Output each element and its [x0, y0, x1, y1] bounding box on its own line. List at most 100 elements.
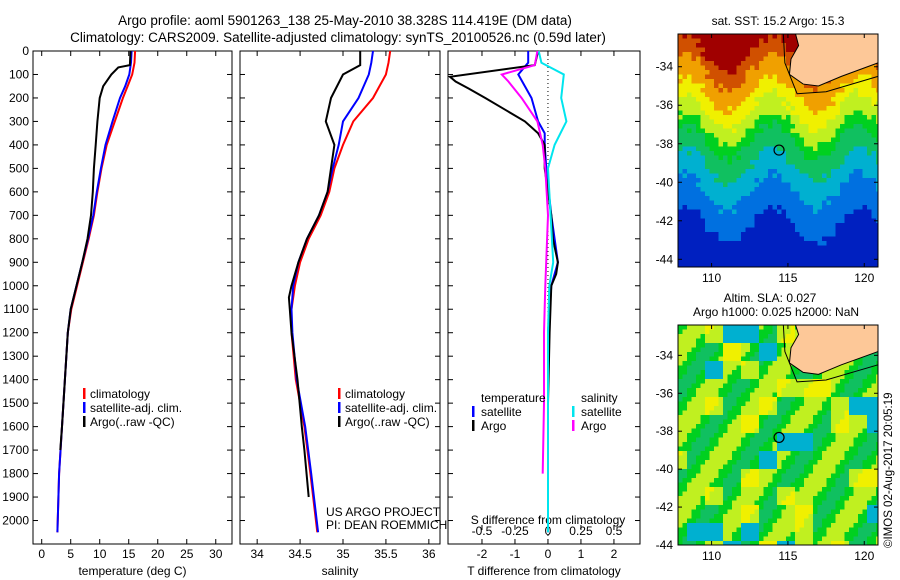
map-cell — [777, 65, 782, 71]
map-cell — [835, 446, 841, 452]
map-cell — [858, 415, 863, 420]
y-tick-label: 100 — [9, 67, 29, 81]
map-cell — [817, 245, 823, 251]
map-cell — [853, 196, 859, 201]
map-cell — [723, 469, 728, 474]
map-cell — [849, 505, 854, 510]
map-cell — [835, 124, 841, 129]
map-cell — [853, 101, 859, 107]
map-cell — [822, 397, 827, 402]
map-cell — [736, 92, 742, 98]
x-tick-label: 10 — [93, 547, 107, 561]
map-cell — [853, 88, 859, 93]
map-cell — [822, 509, 827, 515]
map-cell — [862, 383, 868, 389]
map-cell — [759, 424, 764, 429]
map-cell — [687, 424, 692, 429]
map-cell — [786, 236, 791, 242]
map-cell — [678, 236, 683, 242]
map-cell — [781, 383, 787, 389]
map-cell — [723, 70, 728, 75]
map-cell — [732, 433, 737, 438]
map-cell — [867, 164, 872, 170]
map-cell — [858, 419, 863, 425]
map-cell — [867, 496, 872, 501]
map-cell — [862, 397, 868, 402]
map-cell — [835, 200, 841, 206]
map-cell — [741, 115, 746, 120]
map-cell — [786, 47, 791, 53]
map-cell — [691, 218, 697, 224]
map-cell — [790, 541, 796, 546]
map-cell — [763, 383, 769, 389]
map-cell — [867, 263, 872, 268]
map-cell — [763, 133, 769, 138]
map-cell — [723, 92, 728, 98]
map-cell — [772, 406, 778, 411]
map-cell — [745, 536, 751, 542]
map-cell — [741, 205, 746, 210]
map-cell — [831, 106, 836, 111]
map-cell — [709, 191, 715, 197]
map-cell — [741, 218, 746, 224]
map-cell — [768, 128, 773, 134]
map-cell — [732, 223, 737, 228]
map-cell — [763, 137, 769, 143]
map-cell — [696, 187, 701, 192]
map-cell — [691, 428, 697, 434]
map-cell — [822, 160, 827, 165]
lat-tick-label: -40 — [656, 175, 674, 189]
map-cell — [772, 419, 778, 425]
map-cell — [736, 187, 742, 192]
map-cell — [808, 532, 814, 537]
map-cell — [732, 47, 737, 53]
map-cell — [700, 151, 706, 156]
map-cell — [871, 196, 877, 201]
map-cell — [799, 245, 805, 251]
map-cell — [849, 496, 854, 501]
map-cell — [691, 38, 697, 44]
map-cell — [790, 388, 796, 393]
map-cell — [871, 496, 877, 501]
map-cell — [786, 88, 791, 93]
map-cell — [786, 110, 791, 116]
x-tick-label: 5 — [67, 547, 74, 561]
map-cell — [763, 410, 769, 416]
map-cell — [682, 97, 688, 102]
map-cell — [678, 379, 683, 384]
map-cell — [876, 536, 879, 542]
map-cell — [790, 200, 796, 206]
map-cell — [849, 541, 854, 546]
map-cell — [763, 70, 769, 75]
map-cell — [741, 187, 746, 192]
map-cell — [790, 155, 796, 161]
map-cell — [678, 370, 683, 375]
map-cell — [853, 205, 859, 210]
map-cell — [858, 92, 863, 98]
lon-tick-label: 120 — [854, 271, 874, 285]
map-cell — [705, 200, 710, 206]
map-cell — [763, 491, 769, 497]
map-cell — [763, 155, 769, 161]
map-cell — [840, 209, 845, 215]
map-cell — [700, 536, 706, 542]
map-cell — [867, 133, 872, 138]
map-cell — [804, 245, 809, 251]
map-cell — [723, 151, 728, 156]
map-cell — [844, 137, 850, 143]
isobath-contour — [782, 33, 879, 95]
map-cell — [781, 101, 787, 107]
map-cell — [696, 424, 701, 429]
map-cell — [835, 187, 841, 192]
map-cell — [786, 419, 791, 425]
map-cell — [750, 191, 755, 197]
map-cell — [862, 119, 868, 125]
map-cell — [808, 173, 814, 179]
map-cell — [876, 352, 879, 357]
map-cell — [745, 505, 751, 510]
map-cell — [691, 250, 697, 255]
map-cell — [678, 182, 683, 188]
map-cell — [727, 473, 733, 479]
map-cell — [714, 187, 719, 192]
map-cell — [678, 56, 683, 62]
